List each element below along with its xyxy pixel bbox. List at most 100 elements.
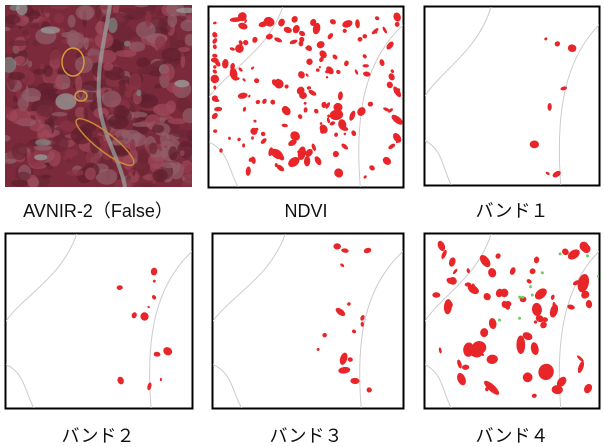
texture	[41, 175, 52, 179]
texture	[102, 91, 122, 108]
texture	[185, 34, 197, 46]
texture	[66, 170, 84, 177]
texture	[56, 74, 62, 89]
texture	[15, 56, 26, 64]
texture	[66, 158, 70, 163]
texture	[10, 108, 31, 124]
texture	[518, 296, 521, 299]
texture	[136, 21, 156, 38]
texture	[152, 169, 167, 182]
texture	[161, 48, 181, 62]
texture	[168, 146, 177, 160]
texture	[83, 108, 87, 118]
caption: AVNIR-2（False）	[23, 201, 173, 221]
texture	[180, 150, 185, 156]
texture	[152, 125, 164, 133]
texture	[136, 57, 149, 67]
texture	[518, 317, 521, 320]
texture	[16, 89, 22, 100]
texture	[529, 285, 532, 288]
texture	[9, 72, 25, 80]
texture	[363, 64, 369, 67]
texture	[68, 15, 76, 28]
texture	[153, 104, 174, 116]
texture	[22, 88, 41, 102]
texture	[50, 49, 61, 65]
texture	[129, 11, 147, 18]
texture	[155, 36, 166, 50]
texture	[181, 20, 196, 32]
texture	[75, 75, 82, 92]
texture	[50, 2, 69, 9]
texture	[172, 130, 193, 138]
texture	[3, 159, 16, 164]
texture	[150, 0, 156, 13]
texture	[137, 183, 156, 187]
texture	[145, 11, 151, 27]
caption: NDVI	[284, 201, 327, 221]
texture	[16, 172, 31, 181]
texture	[530, 140, 539, 148]
texture	[242, 143, 245, 147]
texture	[103, 63, 113, 71]
band2-map	[6, 234, 193, 409]
texture	[167, 14, 177, 27]
texture	[52, 135, 69, 152]
texture	[11, 180, 28, 187]
texture	[559, 252, 562, 255]
texture	[541, 271, 544, 274]
texture	[2, 57, 17, 73]
false-color-image	[0, 0, 200, 194]
texture	[521, 296, 524, 299]
band3-map	[213, 234, 404, 409]
texture	[174, 80, 189, 88]
texture	[127, 169, 134, 173]
texture	[34, 145, 53, 151]
caption: バンド２	[62, 426, 135, 446]
texture	[85, 167, 96, 180]
texture	[37, 124, 52, 140]
texture	[22, 30, 29, 36]
band1-map	[425, 7, 600, 186]
texture	[4, 15, 20, 25]
texture	[130, 139, 135, 151]
texture	[41, 26, 60, 33]
texture	[76, 5, 95, 20]
band4-map	[425, 234, 600, 409]
texture	[43, 65, 52, 77]
texture	[135, 3, 148, 8]
texture	[12, 142, 28, 160]
texture	[34, 154, 47, 160]
texture	[154, 84, 161, 88]
texture	[124, 41, 131, 47]
caption: バンド１	[476, 201, 549, 221]
caption: バンド３	[270, 426, 343, 446]
texture	[71, 127, 93, 145]
texture	[48, 149, 61, 166]
caption: バンド４	[476, 426, 549, 446]
texture	[95, 3, 101, 20]
texture	[114, 105, 130, 119]
texture	[55, 93, 76, 110]
texture	[180, 16, 187, 21]
page: {"panels": [ {"caption": "AVNIR-2（False）…	[0, 0, 604, 447]
texture	[9, 40, 29, 46]
texture	[176, 8, 196, 13]
texture	[531, 294, 534, 297]
texture	[16, 2, 27, 16]
texture	[136, 89, 141, 96]
texture	[160, 162, 179, 168]
texture	[28, 61, 32, 68]
ndvi-map	[209, 7, 405, 188]
texture	[498, 319, 501, 322]
texture	[52, 112, 68, 116]
texture	[68, 32, 85, 50]
texture	[149, 143, 157, 155]
texture	[160, 63, 174, 81]
texture	[485, 387, 488, 391]
texture	[168, 118, 187, 124]
texture	[65, 149, 78, 157]
texture	[140, 121, 149, 126]
texture	[183, 165, 196, 181]
texture	[54, 13, 65, 23]
